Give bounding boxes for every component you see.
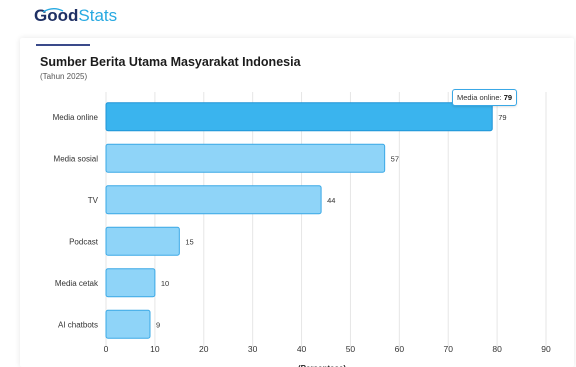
x-tick-label: 60 bbox=[395, 344, 405, 354]
brand-name-stats: Stats bbox=[78, 6, 118, 25]
bar-tooltip: Media online: 79 bbox=[452, 89, 518, 106]
bar-value-label: 44 bbox=[327, 196, 335, 205]
y-category-label: Media online bbox=[53, 113, 99, 122]
y-category-label: Media sosial bbox=[54, 154, 99, 163]
x-tick-label: 70 bbox=[443, 344, 453, 354]
x-tick-label: 50 bbox=[346, 344, 356, 354]
y-category-label: AI chatbots bbox=[58, 320, 98, 329]
tooltip-value: 79 bbox=[503, 93, 513, 102]
x-tick-label: 80 bbox=[492, 344, 502, 354]
chart-subtitle: (Tahun 2025) bbox=[40, 72, 88, 81]
bar-value-label: 57 bbox=[391, 154, 399, 163]
x-tick-label: 0 bbox=[104, 344, 109, 354]
bar bbox=[105, 143, 386, 173]
bar bbox=[105, 309, 151, 339]
y-category-label: Media cetak bbox=[55, 279, 99, 288]
bar bbox=[105, 185, 322, 215]
bar-value-label: 9 bbox=[156, 320, 160, 329]
bar bbox=[105, 268, 156, 298]
bar-value-label: 79 bbox=[498, 113, 506, 122]
tooltip-label: Media online: bbox=[457, 93, 502, 102]
x-axis-title: (Persentase) bbox=[298, 364, 346, 367]
y-category-label: TV bbox=[88, 196, 99, 205]
x-tick-label: 40 bbox=[297, 344, 307, 354]
title-accent-line bbox=[36, 44, 90, 46]
bar-value-label: 15 bbox=[185, 237, 193, 246]
brand-logo: Good Stats bbox=[34, 6, 117, 32]
y-category-label: Podcast bbox=[69, 237, 99, 246]
bar bbox=[105, 102, 493, 132]
bar-value-label: 10 bbox=[161, 279, 169, 288]
x-tick-label: 20 bbox=[199, 344, 209, 354]
x-tick-label: 10 bbox=[150, 344, 160, 354]
logo-swoosh-icon bbox=[42, 8, 64, 13]
bar bbox=[105, 226, 180, 256]
chart-title: Sumber Berita Utama Masyarakat Indonesia bbox=[40, 55, 301, 69]
x-tick-label: 90 bbox=[541, 344, 551, 354]
x-tick-label: 30 bbox=[248, 344, 258, 354]
